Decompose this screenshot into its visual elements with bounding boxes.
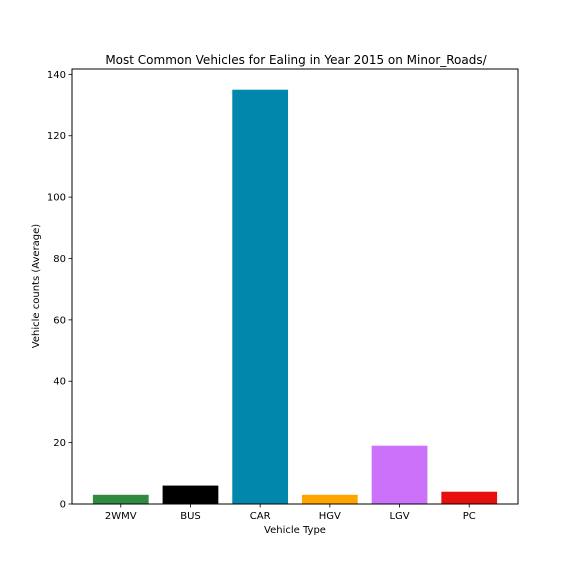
y-tick-label: 140 bbox=[47, 70, 66, 81]
x-tick-label: BUS bbox=[180, 511, 201, 522]
bar-pc bbox=[441, 492, 497, 504]
x-tick-label: PC bbox=[463, 511, 476, 522]
x-tick-label: 2WMV bbox=[105, 511, 137, 522]
y-axis: 0 20 40 60 80 100 120 140 bbox=[47, 70, 72, 511]
x-tick-label: CAR bbox=[250, 511, 271, 522]
y-tick-label: 0 bbox=[60, 500, 66, 511]
bars-group bbox=[93, 90, 497, 504]
x-axis-label: Vehicle Type bbox=[264, 525, 326, 536]
y-tick-label: 60 bbox=[53, 315, 66, 326]
plot-frame bbox=[72, 69, 518, 504]
y-tick-label: 100 bbox=[47, 193, 66, 204]
x-tick-label: HGV bbox=[319, 511, 341, 522]
y-tick-label: 80 bbox=[53, 254, 66, 265]
x-tick-label: LGV bbox=[389, 511, 409, 522]
bar-car bbox=[232, 90, 288, 504]
y-tick-label: 40 bbox=[53, 377, 66, 388]
bar-hgv bbox=[302, 495, 358, 504]
bar-2wmv bbox=[93, 495, 149, 504]
y-tick-label: 120 bbox=[47, 131, 66, 142]
bar-lgv bbox=[372, 446, 428, 504]
bar-bus bbox=[163, 486, 219, 504]
x-axis: 2WMV BUS CAR HGV LGV PC bbox=[105, 504, 476, 522]
y-axis-label: Vehicle counts (Average) bbox=[31, 224, 42, 349]
chart-title: Most Common Vehicles for Ealing in Year … bbox=[105, 53, 487, 67]
y-tick-label: 20 bbox=[53, 438, 66, 449]
